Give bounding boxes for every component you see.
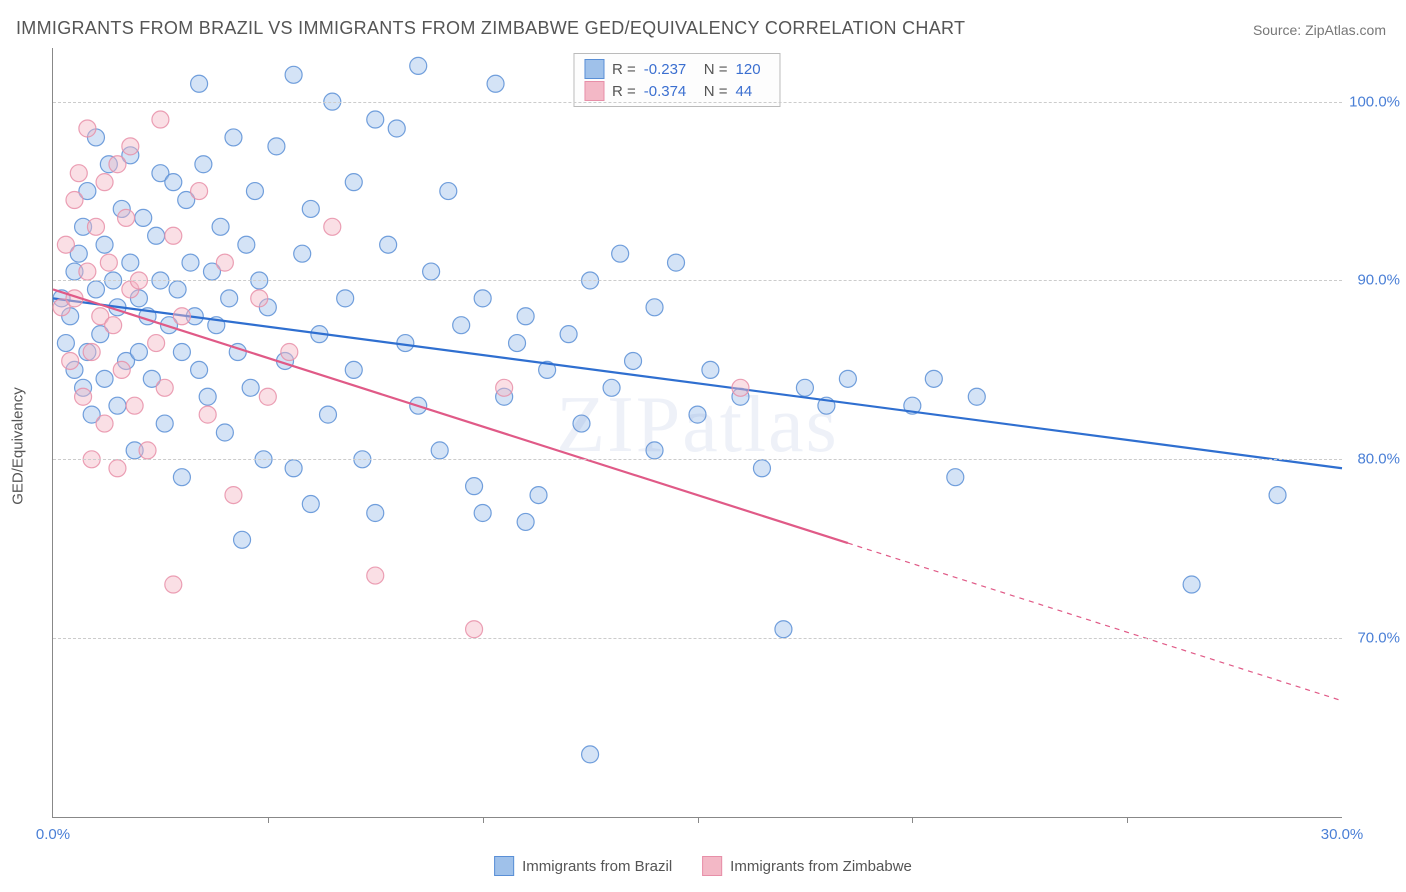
legend-series-item: Immigrants from Brazil [494,856,672,876]
n-label: N = [704,83,728,100]
legend-swatch [494,856,514,876]
n-label: N = [704,61,728,78]
n-value: 120 [736,61,770,78]
legend-series: Immigrants from Brazil Immigrants from Zi… [494,856,912,876]
r-value: -0.237 [644,61,696,78]
x-tick-label: 30.0% [1321,826,1364,843]
y-axis-label: GED/Equivalency [10,387,27,505]
r-value: -0.374 [644,83,696,100]
legend-series-item: Immigrants from Zimbabwe [702,856,912,876]
legend-swatch [584,59,604,79]
y-tick-label: 80.0% [1357,451,1400,468]
x-tick-label: 0.0% [36,826,70,843]
legend-correlation-row: R = -0.237 N = 120 [584,58,770,80]
plot-area: ZIPatlas R =-0.237N =120R =-0.374N =44 7… [52,48,1342,818]
legend-series-label: Immigrants from Zimbabwe [730,858,912,875]
legend-series-label: Immigrants from Brazil [522,858,672,875]
chart-title: IMMIGRANTS FROM BRAZIL VS IMMIGRANTS FRO… [16,18,965,39]
y-tick-label: 70.0% [1357,630,1400,647]
chart-container: IMMIGRANTS FROM BRAZIL VS IMMIGRANTS FRO… [0,0,1406,892]
r-label: R = [612,61,636,78]
legend-correlation-row: R = -0.374 N = 44 [584,80,770,102]
legend-swatch [702,856,722,876]
legend-swatch [584,81,604,101]
y-tick-label: 100.0% [1349,93,1400,110]
r-label: R = [612,83,636,100]
source-label: Source: ZipAtlas.com [1253,22,1386,38]
y-tick-label: 90.0% [1357,272,1400,289]
legend-correlation: R = -0.237 N = 120 R = -0.374 N = 44 [573,53,781,107]
n-value: 44 [736,83,770,100]
plot-svg [53,48,1342,817]
